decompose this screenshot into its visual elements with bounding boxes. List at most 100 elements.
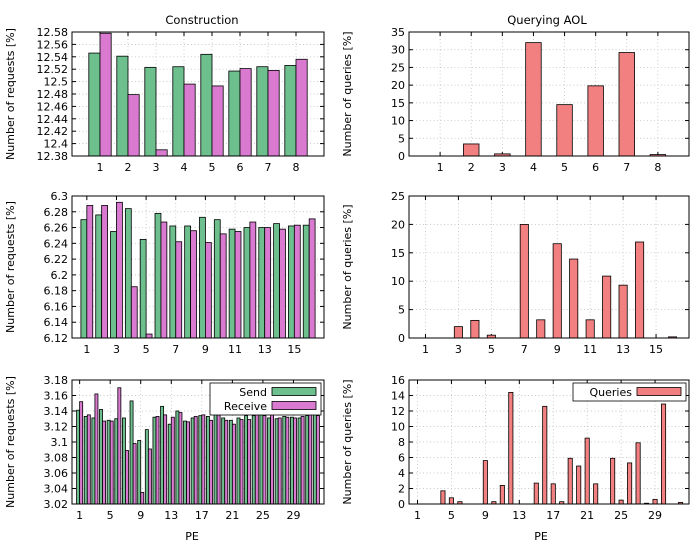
bar-queries-2 [463,143,480,157]
y-tick-label: 3.1 [51,436,69,449]
bar-receive-10 [219,233,227,339]
chart-panel-3: 6.126.146.166.186.26.226.246.266.286.31 3… [4,190,325,356]
x-tick-label: 1 [83,343,90,356]
y-tick-label: 10 [391,421,405,434]
x-tick-label: 13 [512,509,526,522]
x-tick-label: 21 [580,509,594,522]
bar-receive-16 [193,416,198,505]
x-tick-label: 7 [623,161,630,174]
x-tick-label: 3 [113,343,120,356]
bar-queries-11 [499,484,505,505]
y-axis-label: Number of requests [%] [4,28,17,160]
bar-queries-17 [550,483,556,505]
bar-send-27 [274,418,279,505]
x-tick-label: 2 [468,161,475,174]
bar-queries-7 [519,223,529,339]
y-tick-label: 15 [391,247,405,260]
bar-queries-19 [567,457,573,505]
y-tick-label: 10 [391,115,405,128]
bar-receive-3 [155,149,168,157]
x-tick-label: 4 [530,161,537,174]
x-tick-label: 1 [422,343,429,356]
y-tick-label: 12.44 [37,113,69,126]
bar-receive-26 [270,413,274,505]
y-tick-label: 12.54 [37,51,69,64]
bar-queries-26 [627,462,633,505]
bar-queries-15 [533,482,539,505]
bar-queries-21 [584,437,590,505]
bar-receive-29 [293,417,297,505]
x-tick-label: 9 [137,509,144,522]
column-title-querying-aol: Querying AOL [507,13,587,27]
plot-frame [408,379,690,505]
bar-send-12 [243,227,251,339]
x-tick-label: 17 [546,509,560,522]
common-x-axis-label-left: PE [185,530,199,543]
bar-receive-18 [209,419,213,505]
legend-swatch-queries [636,387,682,396]
bar-receive-1 [99,32,112,157]
bar-receive-10 [147,448,152,505]
bar-queries-13 [618,284,628,339]
y-tick-label: 12.52 [37,63,69,76]
bar-receive-4 [183,83,196,157]
bar-receive-19 [216,414,221,505]
plot-frame [408,31,690,157]
y-axis-label: Number of queries [%] [341,31,354,156]
bar-receive-31 [308,413,313,505]
bar-send-8 [129,400,134,505]
y-tick-label: 6.24 [44,237,69,250]
bar-queries-10 [569,258,579,339]
column-title-construction: Construction [165,13,238,27]
bar-send-7 [256,66,269,157]
bar-send-20 [221,417,226,505]
bar-send-3 [144,66,157,157]
bar-receive-27 [277,417,282,505]
bar-queries-5 [556,104,573,157]
x-tick-label: 1 [76,509,83,522]
y-tick-label: 12.48 [37,88,69,101]
bar-queries-16 [542,405,548,505]
x-tick-label: 13 [258,343,272,356]
y-tick-label: 2 [398,483,405,496]
bar-queries-4 [470,319,480,339]
x-tick-label: 5 [107,509,114,522]
x-tick-label: 5 [448,509,455,522]
bar-send-30 [297,417,302,505]
bar-receive-21 [231,423,236,505]
x-tick-label: 9 [554,343,561,356]
bar-receive-14 [178,412,183,505]
bar-receive-28 [285,416,290,505]
y-tick-label: 10 [391,275,405,288]
bar-receive-7 [267,70,280,157]
bar-send-1 [80,219,88,339]
bar-receive-2 [86,414,91,505]
y-tick-label: 14 [391,390,405,403]
y-tick-label: 0 [398,498,405,511]
bar-send-31 [305,415,310,505]
x-tick-label: 29 [648,509,662,522]
bar-send-9 [137,440,142,505]
x-tick-label: 6 [237,161,244,174]
bar-queries-4 [440,490,446,505]
bar-send-4 [124,208,132,339]
bar-receive-15 [186,421,191,505]
bar-send-19 [213,413,218,505]
bar-receive-8 [132,443,137,505]
x-tick-label: 15 [649,343,663,356]
y-tick-label: 6.12 [44,332,69,345]
bar-receive-12 [163,414,168,505]
bar-send-2 [95,214,103,339]
x-tick-label: 3 [153,161,160,174]
bar-queries-22 [593,483,599,505]
x-tick-label: 7 [172,343,179,356]
bar-send-23 [244,415,249,505]
bar-send-28 [282,416,287,505]
bar-send-5 [139,238,147,339]
bar-send-26 [267,417,271,505]
x-tick-label: 5 [561,161,568,174]
bar-send-8 [284,65,297,157]
bar-receive-6 [239,68,252,157]
